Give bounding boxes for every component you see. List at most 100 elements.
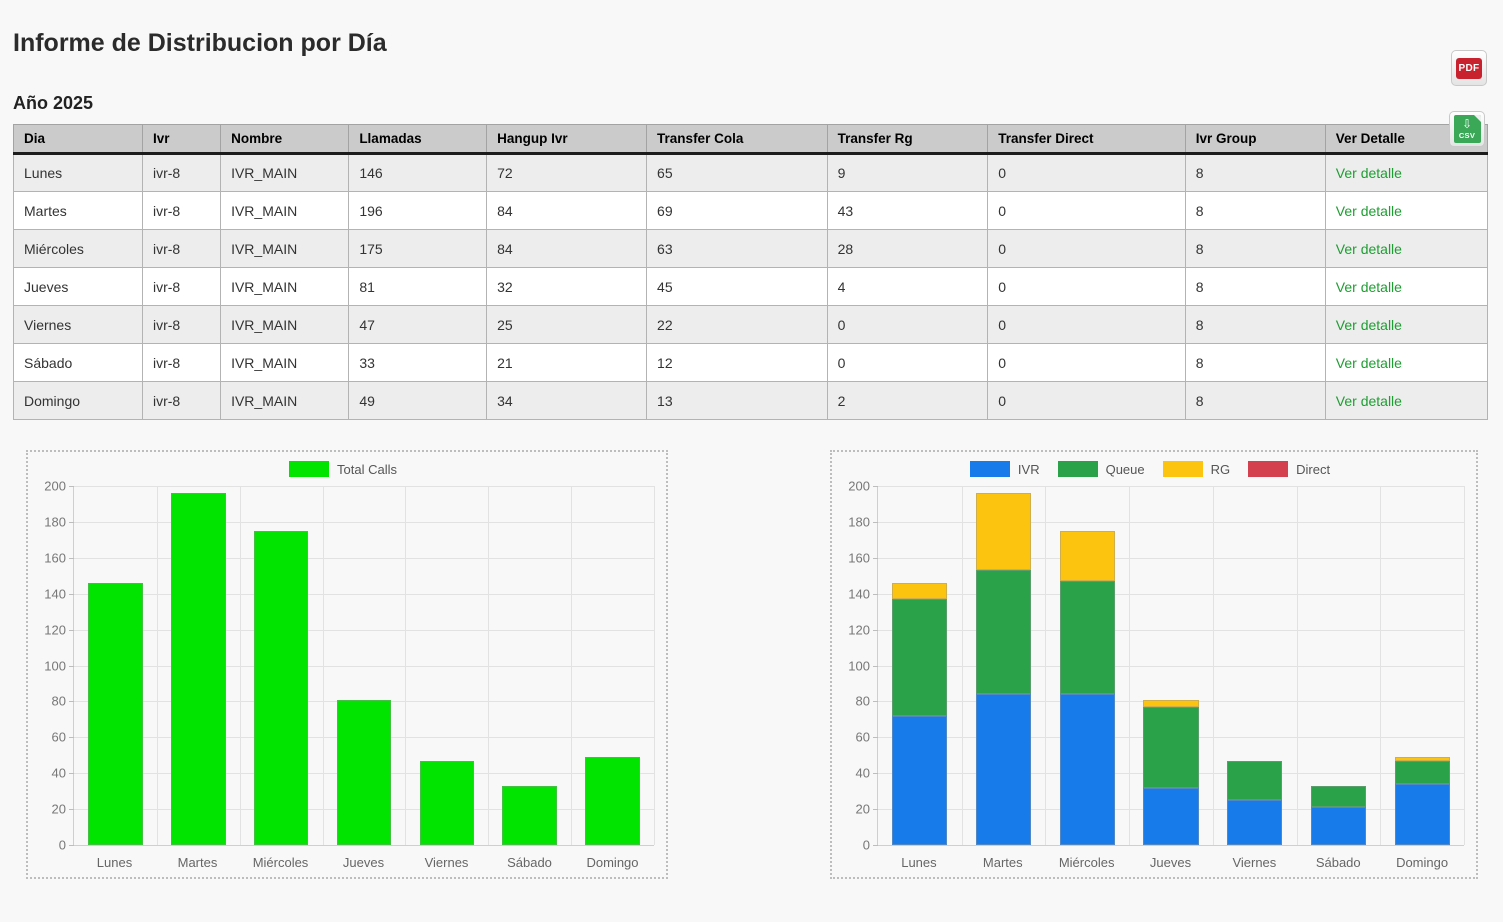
gridline bbox=[961, 486, 963, 845]
csv-download-button[interactable]: ⇩ CSV bbox=[1449, 111, 1485, 147]
bar-segment-ivr bbox=[892, 715, 948, 845]
bar-segment-queue bbox=[892, 599, 948, 716]
y-axis-label: 40 bbox=[855, 765, 870, 781]
cell-transfer-cola: 12 bbox=[646, 343, 828, 382]
cell-dia: Jueves bbox=[13, 267, 143, 306]
cell-transfer-rg: 28 bbox=[826, 229, 989, 268]
y-axis-tick bbox=[69, 701, 74, 703]
gridline bbox=[405, 486, 407, 845]
y-axis-label: 0 bbox=[862, 837, 870, 853]
ver-detalle-link[interactable]: Ver detalle bbox=[1335, 240, 1402, 257]
gridline bbox=[1212, 486, 1214, 845]
pdf-export-button[interactable]: PDF bbox=[1451, 50, 1487, 86]
gridline bbox=[654, 486, 655, 845]
y-axis-label: 60 bbox=[855, 729, 870, 745]
y-axis-label: 40 bbox=[51, 765, 66, 781]
cell-transfer-cola: 63 bbox=[646, 229, 828, 268]
bar-segment-total-calls bbox=[253, 530, 309, 845]
cell-llamadas: 146 bbox=[348, 153, 488, 192]
charts-row: Total Calls 0 20 40 60 80 100 120 140 160 180 200 … bbox=[13, 450, 1490, 879]
cell-ver-detalle: Ver detalle bbox=[1324, 267, 1489, 306]
y-axis-label: 120 bbox=[848, 622, 870, 638]
y-axis-tick bbox=[69, 665, 74, 667]
y-axis-label: 140 bbox=[848, 586, 870, 602]
gridline bbox=[74, 521, 654, 523]
cell-dia: Domingo bbox=[13, 381, 143, 420]
ver-detalle-link[interactable]: Ver detalle bbox=[1335, 278, 1402, 295]
y-axis-tick bbox=[69, 773, 74, 775]
cell-llamadas: 33 bbox=[348, 343, 488, 382]
y-axis-label: 0 bbox=[58, 837, 66, 853]
gridline bbox=[878, 486, 1464, 487]
y-axis-tick bbox=[873, 629, 878, 631]
column-header-hangup-ivr: Hangup Ivr bbox=[486, 124, 648, 155]
bar-segment-queue bbox=[1394, 760, 1450, 784]
cell-dia: Lunes bbox=[13, 153, 143, 192]
ver-detalle-link[interactable]: Ver detalle bbox=[1335, 316, 1402, 333]
csv-icon-label: CSV bbox=[1458, 130, 1476, 140]
legend-item-total-calls: Total Calls bbox=[289, 461, 405, 477]
pdf-icon: PDF bbox=[1455, 57, 1483, 79]
bar-sábado bbox=[502, 486, 558, 845]
cell-transfer-rg: 4 bbox=[826, 267, 989, 306]
cell-ivr: ivr-8 bbox=[141, 229, 222, 268]
bar-lunes bbox=[88, 486, 143, 845]
bar-segment-queue bbox=[1310, 785, 1367, 808]
y-axis-label: 180 bbox=[44, 514, 66, 530]
year-heading: Año 2025 bbox=[13, 93, 94, 113]
cell-ivr: ivr-8 bbox=[141, 153, 222, 192]
ver-detalle-link[interactable]: Ver detalle bbox=[1335, 165, 1402, 181]
legend-label: IVR bbox=[1017, 461, 1040, 477]
bar-segment-total-calls bbox=[502, 785, 558, 845]
cell-ivr-group: 8 bbox=[1184, 267, 1326, 306]
bar-segment-ivr bbox=[1394, 783, 1450, 845]
table-row: Viernes ivr-8 IVR_MAIN 47 25 22 0 0 8 Ver detalle bbox=[13, 305, 1489, 344]
cell-transfer-direct: 0 bbox=[987, 343, 1186, 382]
y-axis-tick bbox=[873, 521, 878, 523]
gridline bbox=[1380, 486, 1382, 845]
cell-nombre: IVR_MAIN bbox=[220, 305, 350, 344]
ver-detalle-link[interactable]: Ver detalle bbox=[1335, 392, 1402, 409]
y-axis-label: 200 bbox=[44, 478, 66, 494]
y-axis-label: 20 bbox=[51, 801, 66, 817]
chart-x-axis-labels: Lunes Martes Miércoles Jueves Viernes Sábado D… bbox=[73, 846, 654, 870]
bar-segment-queue bbox=[1143, 706, 1199, 788]
y-axis-tick bbox=[69, 521, 74, 523]
cell-ver-detalle: Ver detalle bbox=[1324, 305, 1489, 344]
x-axis-label: Domingo bbox=[1396, 855, 1449, 870]
cell-ver-detalle: Ver detalle bbox=[1324, 191, 1489, 230]
bar-segment-queue bbox=[975, 570, 1032, 695]
ver-detalle-link[interactable]: Ver detalle bbox=[1335, 354, 1402, 371]
gridline bbox=[1296, 486, 1298, 845]
y-axis-label: 160 bbox=[44, 550, 66, 566]
cell-ver-detalle: Ver detalle bbox=[1324, 229, 1489, 268]
bar-segment-total-calls bbox=[585, 757, 640, 845]
page-title: Informe de Distribucion por Día bbox=[13, 29, 387, 57]
legend-item-queue: Queue bbox=[1057, 461, 1153, 477]
bar-jueves bbox=[1143, 486, 1199, 845]
y-axis-tick bbox=[873, 845, 878, 846]
legend-item-rg: RG bbox=[1162, 461, 1239, 477]
cell-nombre: IVR_MAIN bbox=[220, 191, 350, 230]
ver-detalle-link[interactable]: Ver detalle bbox=[1335, 202, 1402, 219]
cell-llamadas: 175 bbox=[348, 229, 488, 268]
y-axis-tick bbox=[69, 593, 74, 595]
bar-segment-total-calls bbox=[419, 760, 475, 845]
x-axis-label: Domingo bbox=[586, 855, 639, 870]
bar-segment-rg bbox=[1394, 757, 1450, 761]
cell-transfer-cola: 45 bbox=[646, 267, 828, 306]
gridline bbox=[878, 665, 1464, 667]
column-header-transfer-rg: Transfer Rg bbox=[826, 124, 989, 155]
bar-segment-queue bbox=[1227, 760, 1283, 801]
table-header: Dia Ivr Nombre Llamadas Hangup Ivr Transfer C… bbox=[13, 124, 1489, 155]
cell-transfer-rg: 2 bbox=[826, 381, 989, 420]
cell-dia: Sábado bbox=[13, 343, 143, 382]
x-axis-label: Lunes bbox=[901, 855, 937, 870]
x-axis-label: Sábado bbox=[507, 855, 552, 870]
y-axis-label: 120 bbox=[44, 622, 66, 638]
cell-ver-detalle: Ver detalle bbox=[1324, 381, 1489, 420]
cell-transfer-direct: 0 bbox=[987, 305, 1186, 344]
column-header-llamadas: Llamadas bbox=[348, 124, 488, 155]
cell-ivr-group: 8 bbox=[1184, 305, 1326, 344]
gridline bbox=[74, 629, 654, 631]
